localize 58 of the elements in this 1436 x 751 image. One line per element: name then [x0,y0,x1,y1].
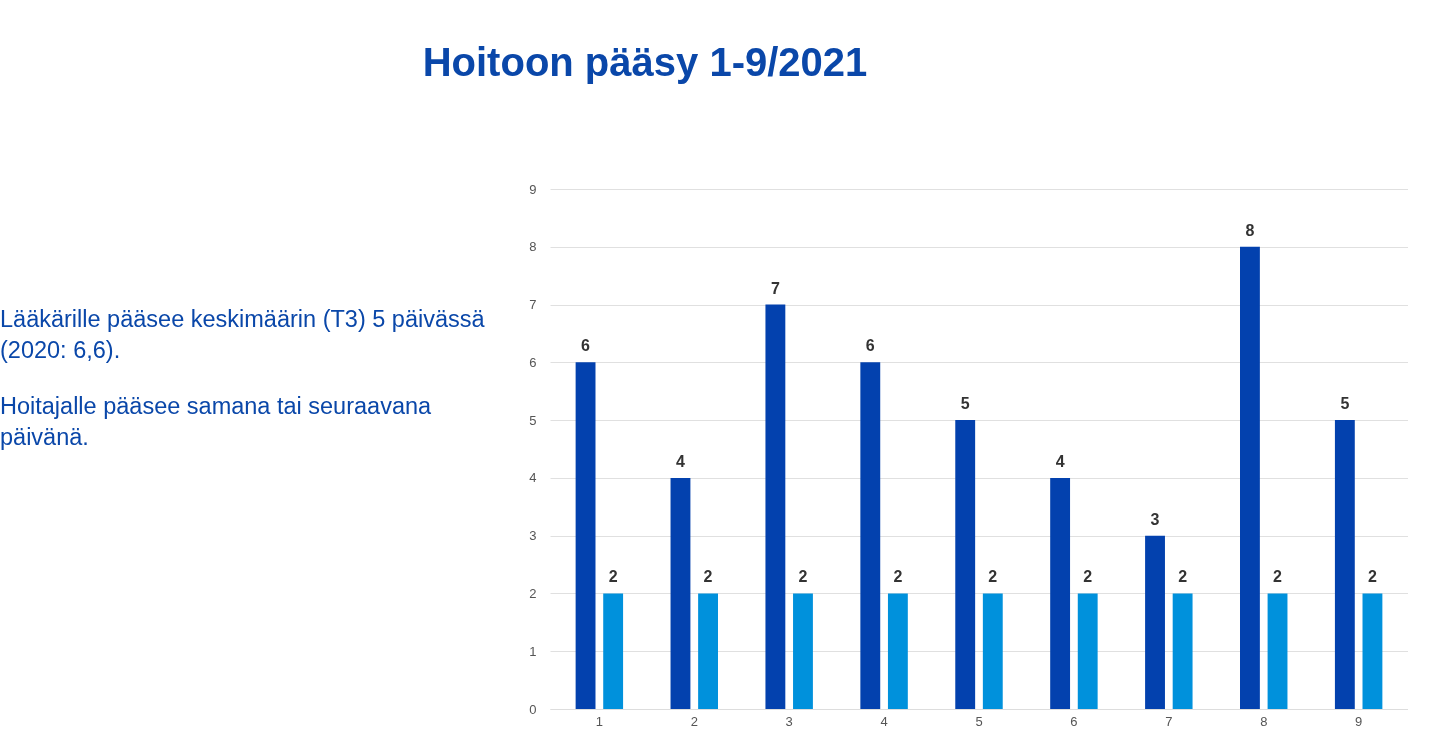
data-label: 2 [1083,568,1093,586]
text: Lääkärille pääsee keskimäärin (T3) 5 päivässä (2020: 6,6). [0,305,486,365]
data-label: 4 [676,452,686,470]
y-tick-label: 8 [529,239,537,255]
data-label: 7 [770,279,780,297]
x-tick-label: 4 [880,713,888,729]
bar [670,477,691,709]
x-tick-label: 2 [690,713,698,729]
bar [955,420,976,709]
bar [1362,593,1383,709]
y-tick-label: 6 [529,354,537,370]
data-label: 2 [893,568,903,586]
y-tick-label: 1 [529,643,537,659]
y-tick-label: 5 [529,412,537,428]
bar [887,593,908,709]
bar [1050,477,1071,709]
x-tick-label: 8 [1260,713,1268,729]
y-tick-label: 3 [529,528,537,544]
x-tick-label: 3 [785,713,793,729]
bar [698,593,718,709]
data-label: 6 [581,337,591,355]
data-label: 2 [703,568,713,586]
data-label: 4 [1055,452,1065,470]
data-label: 3 [1150,510,1160,528]
bar [1145,535,1165,709]
bar [1334,420,1355,709]
data-label: 2 [1367,568,1377,586]
bar [765,304,786,709]
x-tick-label: 5 [975,713,983,729]
bar [1172,593,1193,709]
data-label: 5 [1340,395,1350,413]
y-tick-label: 0 [529,701,537,717]
data-label: 2 [798,568,808,586]
x-tick-label: 7 [1165,713,1173,729]
data-label: 2 [608,568,618,586]
data-label: 5 [960,395,970,413]
data-label: 2 [1178,568,1188,586]
x-tick-label: 9 [1355,713,1363,729]
data-label: 6 [865,337,875,355]
y-tick-label: 7 [529,297,537,313]
y-tick-label: 4 [529,470,537,486]
text: Hoitajalle pääsee samana tai seuraavana päivänä. [0,392,433,452]
bar [860,362,881,709]
bar [1077,593,1098,709]
bar [1267,593,1288,709]
y-tick-label: 9 [529,181,537,197]
x-tick-label: 6 [1070,713,1078,729]
data-label: 2 [988,568,998,586]
bar [793,593,813,709]
data-label: 2 [1273,568,1283,586]
bar [1240,246,1260,709]
x-tick-label: 1 [595,713,603,729]
y-tick-label: 2 [529,585,537,601]
bar [982,593,1003,709]
bar [575,362,596,709]
data-label: 8 [1245,221,1255,239]
bar [603,593,624,709]
chart-title: Hoitoon pääsy 1-9/2021 [421,40,869,85]
